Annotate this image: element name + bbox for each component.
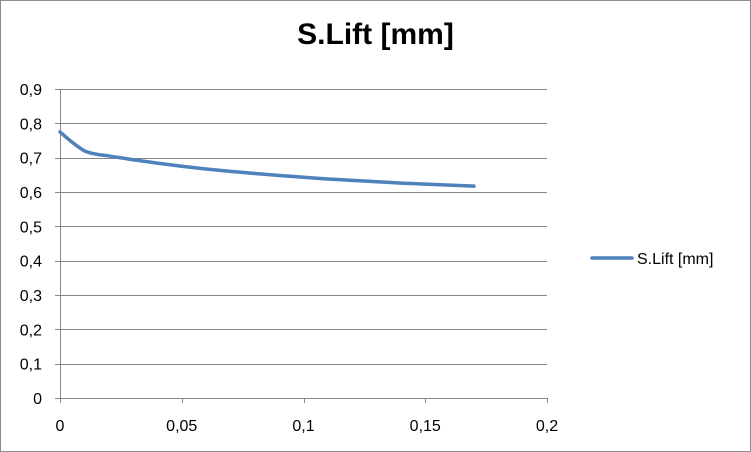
axes	[55, 89, 548, 403]
tick-labels: 0 0,1 0,2 0,3 0,4 0,5 0,6 0,7 0,8 0,9 0 0,05 0,1 0,15…	[20, 82, 558, 435]
y-tick-label: 0	[33, 391, 42, 408]
legend: S.Lift [mm]	[590, 251, 713, 268]
gridlines	[60, 89, 547, 365]
y-tick-label: 0,4	[20, 254, 42, 271]
x-tick-label: 0	[56, 418, 65, 435]
y-tick-label: 0,2	[20, 322, 42, 339]
x-tick-label: 0,05	[166, 418, 197, 435]
y-tick-label: 0,1	[20, 357, 42, 374]
y-tick-label: 0,6	[20, 185, 42, 202]
y-tick-label: 0,8	[20, 116, 42, 133]
x-tick-label: 0,2	[536, 418, 558, 435]
legend-label: S.Lift [mm]	[637, 251, 713, 268]
y-tick-label: 0,7	[20, 151, 42, 168]
series-line	[58, 130, 476, 188]
series-lines	[58, 130, 476, 188]
y-tick-label: 0,9	[20, 82, 42, 99]
y-tick-label: 0,3	[20, 288, 42, 305]
chart-title: S.Lift [mm]	[297, 18, 454, 51]
x-tick-label: 0,15	[410, 418, 441, 435]
y-tick-label: 0,5	[20, 219, 42, 236]
x-tick-label: 0,1	[292, 418, 314, 435]
